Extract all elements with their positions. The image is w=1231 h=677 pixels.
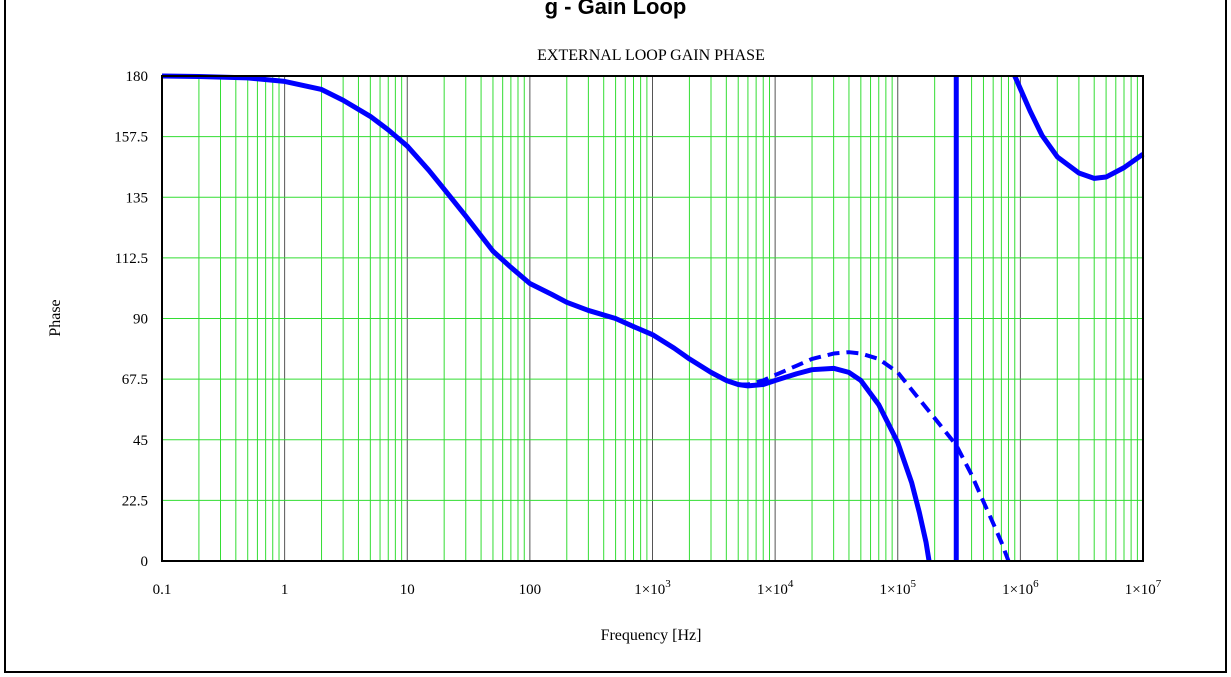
y-tick-label: 22.5	[122, 493, 148, 509]
chart-title: EXTERNAL LOOP GAIN PHASE	[537, 47, 765, 64]
x-axis-label: Frequency [Hz]	[601, 627, 702, 644]
y-tick-label: 45	[133, 433, 148, 449]
x-tick-label: 1×106	[1002, 578, 1039, 598]
x-tick-label: 10	[400, 582, 415, 598]
y-tick-label: 180	[126, 69, 149, 85]
y-tick-label: 135	[126, 190, 149, 206]
grid	[161, 75, 1143, 562]
x-tick-label: 1×107	[1125, 578, 1162, 598]
series-solid-line	[1012, 74, 1145, 181]
y-axis-label: Phase	[47, 299, 64, 336]
series-layer	[161, 73, 1145, 562]
x-tick-label: 1×103	[634, 578, 671, 598]
y-tick-label: 0	[141, 554, 149, 570]
page-heading: g - Gain Loop	[544, 0, 687, 19]
x-tick-label: 1	[281, 582, 289, 598]
y-tick-label: 157.5	[114, 130, 148, 146]
y-tick-label: 112.5	[115, 251, 148, 267]
x-tick-label: 1×105	[880, 578, 917, 598]
y-tick-label: 90	[133, 312, 148, 328]
x-tick-label: 0.1	[153, 582, 172, 598]
tick-labels: 0.1 1 10 100 1×103 1×104 1×105 1×106 1×107 0 22.5 4…	[114, 69, 1161, 598]
series-dashed-line	[738, 350, 1011, 562]
y-tick-label: 67.5	[122, 372, 148, 388]
x-tick-label: 1×104	[757, 578, 794, 598]
x-tick-label: 100	[519, 582, 542, 598]
plot-border	[161, 75, 1144, 562]
series-solid-line	[161, 73, 932, 562]
